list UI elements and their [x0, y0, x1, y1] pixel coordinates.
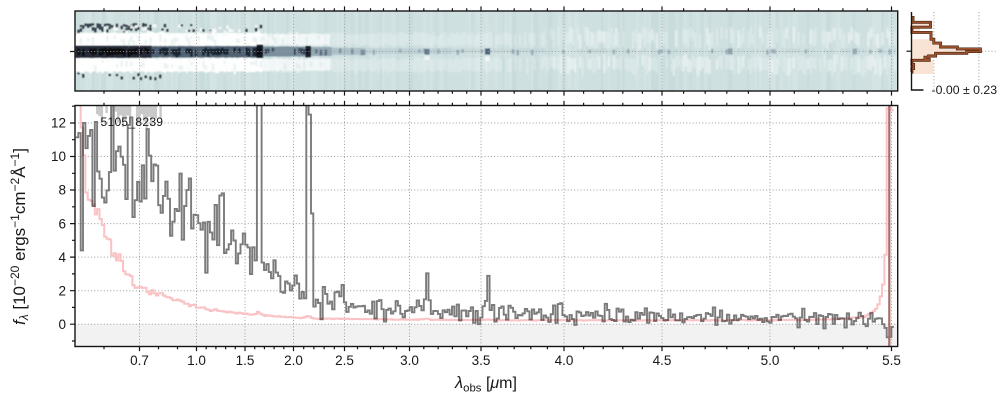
svg-text:4.5: 4.5 [653, 353, 672, 368]
svg-text:8: 8 [58, 183, 66, 198]
svg-text:12: 12 [51, 116, 66, 131]
svg-text:λobs [μm]: λobs [μm] [454, 374, 517, 394]
svg-text:1.0: 1.0 [187, 353, 206, 368]
svg-text:5.0: 5.0 [761, 353, 780, 368]
svg-text:5105_8239: 5105_8239 [101, 115, 164, 129]
svg-text:4: 4 [58, 250, 66, 265]
svg-text:fλ [10−20 ergs−1cm−2Å−1]: fλ [10−20 ergs−1cm−2Å−1] [8, 148, 31, 325]
svg-text:3.0: 3.0 [400, 353, 419, 368]
svg-text:0: 0 [58, 317, 66, 332]
svg-text:5.5: 5.5 [882, 353, 901, 368]
svg-text:0.7: 0.7 [130, 353, 149, 368]
svg-text:1.5: 1.5 [236, 353, 255, 368]
svg-text:2.5: 2.5 [335, 353, 354, 368]
svg-text:2.0: 2.0 [284, 353, 303, 368]
svg-text:-0.00 ± 0.23: -0.00 ± 0.23 [932, 83, 998, 97]
svg-text:10: 10 [51, 149, 66, 164]
svg-text:6: 6 [58, 216, 66, 231]
svg-text:4.0: 4.0 [555, 353, 574, 368]
svg-text:3.5: 3.5 [472, 353, 491, 368]
svg-text:2: 2 [58, 283, 66, 298]
